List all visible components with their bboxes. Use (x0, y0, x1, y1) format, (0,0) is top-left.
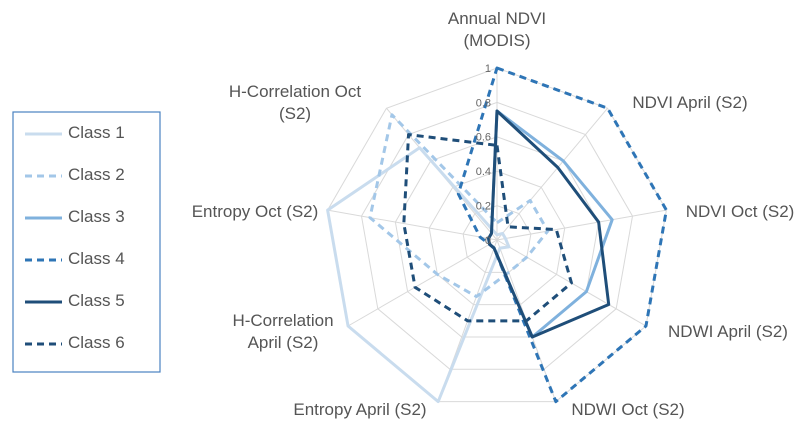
series-line (456, 66, 668, 404)
spoke (327, 209, 498, 241)
r-tick-label: 0 (485, 235, 491, 247)
grid-ring (327, 67, 667, 403)
legend-label: Class 3 (68, 207, 125, 226)
axis-label: NDWI Oct (S2) (571, 400, 685, 419)
legend-label: Class 4 (68, 249, 125, 268)
axis-label: H-Correlation April (S2) (232, 311, 334, 352)
r-tick-label: 1 (485, 63, 491, 75)
series-line (487, 109, 611, 339)
series-line (487, 109, 614, 339)
spoke (347, 239, 498, 327)
legend-label: Class 2 (68, 165, 125, 184)
axis-label: NDWI April (S2) (668, 322, 788, 341)
axis-label: Annual NDVI (MODIS) (447, 9, 547, 50)
legend-box (12, 111, 161, 373)
grid-ring (428, 170, 566, 306)
legend-label: Class 1 (68, 123, 125, 142)
axis-label: NDVI April (S2) (632, 93, 748, 112)
legend-label: Class 5 (68, 291, 125, 310)
r-tick-label: 0.6 (476, 132, 491, 144)
r-tick-label: 0.8 (476, 97, 491, 109)
axis-label: H-Correlation Oct (S2) (228, 82, 362, 123)
r-tick-label: 0.2 (476, 201, 491, 213)
axis-label: Entropy Oct (S2) (191, 202, 319, 221)
grid-ring (394, 136, 600, 338)
grid-ring (360, 101, 634, 370)
legend-label: Class 6 (68, 333, 125, 352)
spoke (496, 209, 667, 241)
axis-label: NDVI Oct (S2) (685, 202, 795, 221)
series-line (326, 146, 511, 404)
axis-label: Entropy April (S2) (293, 400, 427, 419)
spoke (496, 107, 608, 241)
grid-ring (462, 205, 532, 273)
r-tick-label: 0.4 (476, 166, 491, 178)
